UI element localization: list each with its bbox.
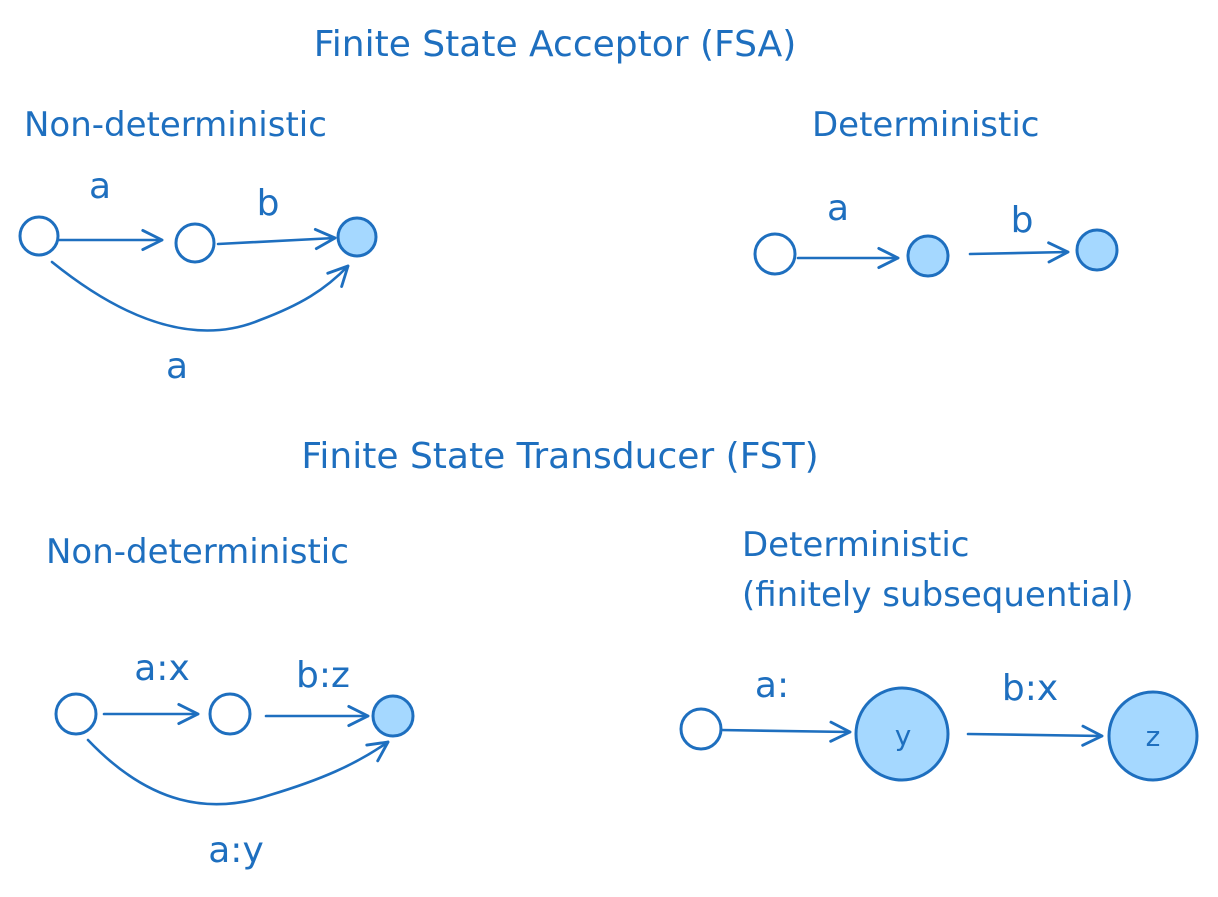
fsa-nondeterministic-diagram: Non-deterministic a b a [18,105,378,387]
fsa-det-state-start [753,232,797,276]
fst-deterministic-diagram: Deterministic (finitely subsequential) a… [679,525,1199,782]
fst-nondet-heading: Non-deterministic [46,532,349,572]
fsa-det-edge-b [968,241,1070,264]
fst-nondet-edge-label-ax: a:x [134,648,190,689]
fsa-nondet-edge-b [216,227,337,251]
fsa-nondet-edge-label-a-1: a [89,166,111,207]
fst-nondet-edge-label-ay: a:y [208,830,264,871]
fst-det-state-z [1107,690,1199,782]
fsa-nondet-edge-a-2 [50,260,350,332]
fsa-nondet-heading: Non-deterministic [24,105,327,145]
fst-det-heading-line1: Deterministic [742,525,969,565]
fsa-nondet-state-middle [174,222,216,264]
fst-title: Finite State Transducer (FST) [301,436,818,477]
fsa-title: Finite State Acceptor (FSA) [314,24,797,65]
fst-det-state-y [854,686,950,782]
fst-det-edge-a [718,720,852,743]
fst-nondet-edge-label-bz: b:z [296,655,350,696]
fsa-nondet-edge-label-a-2: a [166,346,188,387]
fsa-det-edge-label-a: a [827,188,849,229]
fst-det-state-output-y: y [895,719,912,752]
fst-det-edge-label-bx: b:x [1002,668,1058,709]
fst-det-edge-label-a: a: [755,665,789,706]
fsa-det-edge-label-b: b [1011,200,1034,241]
fst-nondet-state-final [371,694,415,738]
fst-det-state-start [679,707,723,751]
fst-nondet-state-start [54,692,98,736]
fst-det-edge-bx [966,724,1104,747]
fsa-det-state-middle [906,234,950,278]
fsa-nondet-edge-label-b: b [257,183,280,224]
fst-nondet-state-middle [208,692,252,736]
fst-det-state-output-z: z [1146,720,1161,753]
fsa-nondet-state-start [18,215,60,257]
fst-nondet-edge-ay [86,738,390,806]
fsa-det-state-final [1075,228,1119,272]
fst-det-heading-line2: (finitely subsequential) [742,575,1134,615]
fsa-nondet-state-final [336,216,378,258]
fsa-det-heading: Deterministic [812,105,1039,145]
fsa-deterministic-diagram: Deterministic a b [753,105,1119,278]
fst-nondeterministic-diagram: Non-deterministic a:x b:z a:y [46,532,415,871]
